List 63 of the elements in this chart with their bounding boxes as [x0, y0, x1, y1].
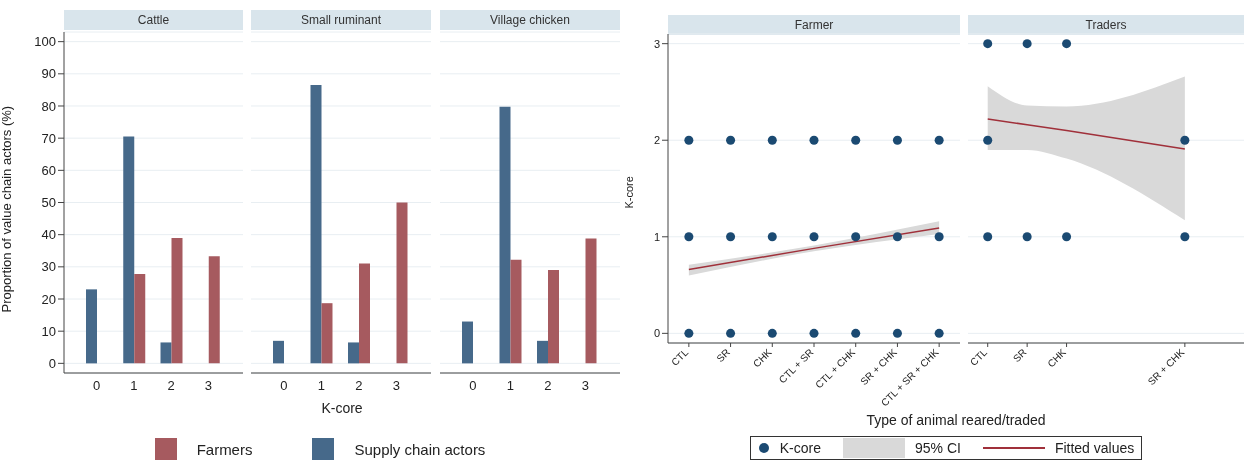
y-tick-label: 100 [34, 34, 56, 50]
x-axis-title: K-core [320, 400, 364, 416]
bar [160, 342, 172, 364]
x-tick-label: 2 [544, 378, 552, 394]
y-tick-label: 90 [41, 66, 56, 82]
bar [86, 289, 97, 364]
x-tick-label: 3 [392, 378, 400, 394]
y-tick-label: 50 [41, 195, 56, 211]
x-tick-label: 2 [167, 378, 175, 394]
y-axis-title: Proportion of value chain actors (%) [0, 105, 14, 313]
bar [537, 340, 548, 364]
bar [510, 259, 522, 364]
x-tick-label: 3 [581, 378, 589, 394]
legend-label: Supply chain actors [354, 440, 486, 458]
y-tick-label: 80 [41, 98, 56, 114]
y-tick-label: 60 [41, 162, 56, 178]
y-tick-label: 0 [653, 327, 660, 340]
x-tick-label: 3 [204, 378, 212, 394]
chart-title: Village chicken [440, 10, 620, 30]
bar [208, 256, 220, 364]
y-axis-title: K-core [622, 176, 635, 209]
x-tick-label: CTL [967, 346, 990, 368]
bar [123, 136, 135, 364]
chart-title: Small ruminant [251, 10, 431, 30]
chart-title: Traders [968, 15, 1244, 35]
legend-label: Farmers [196, 440, 253, 458]
x-tick-label: 1 [317, 378, 325, 394]
x-tick-label: 1 [506, 378, 514, 394]
bar [321, 303, 333, 364]
y-tick-label: 20 [41, 291, 56, 307]
bar [499, 106, 511, 364]
bar [134, 273, 146, 364]
x-tick-label: 0 [93, 378, 101, 394]
x-tick-label: 2 [355, 378, 363, 394]
x-tick-label: 0 [280, 378, 288, 394]
y-tick-label: 2 [653, 134, 660, 147]
bar [273, 340, 284, 364]
bar [548, 270, 559, 364]
y-tick-label: 3 [653, 37, 660, 50]
x-tick-label: SR [1010, 346, 1029, 365]
y-tick-label: 10 [41, 323, 56, 339]
x-tick-label: SR [714, 346, 732, 365]
x-tick-label: CTL [669, 346, 691, 368]
chart-title: Cattle [64, 10, 243, 30]
bar [310, 85, 322, 364]
bar [348, 342, 359, 364]
bar [171, 237, 183, 364]
x-tick-label: 0 [469, 378, 477, 394]
bar [462, 321, 473, 364]
y-tick-label: 40 [41, 227, 56, 243]
legend-label: K-core [779, 440, 821, 456]
x-tick-label: CTL + SR [776, 346, 816, 386]
y-tick-label: 70 [41, 130, 56, 146]
legend-label: Fitted values [1054, 440, 1135, 456]
x-axis-title: Type of animal reared/traded [865, 412, 1047, 428]
chart-title: Farmer [668, 15, 960, 35]
y-tick-label: 30 [41, 259, 56, 275]
y-tick-label: 1 [653, 230, 660, 243]
x-tick-label: 1 [130, 378, 138, 394]
bar [359, 263, 370, 364]
text: 95% CI [914, 440, 961, 456]
bar [396, 202, 408, 364]
bar [585, 238, 597, 364]
